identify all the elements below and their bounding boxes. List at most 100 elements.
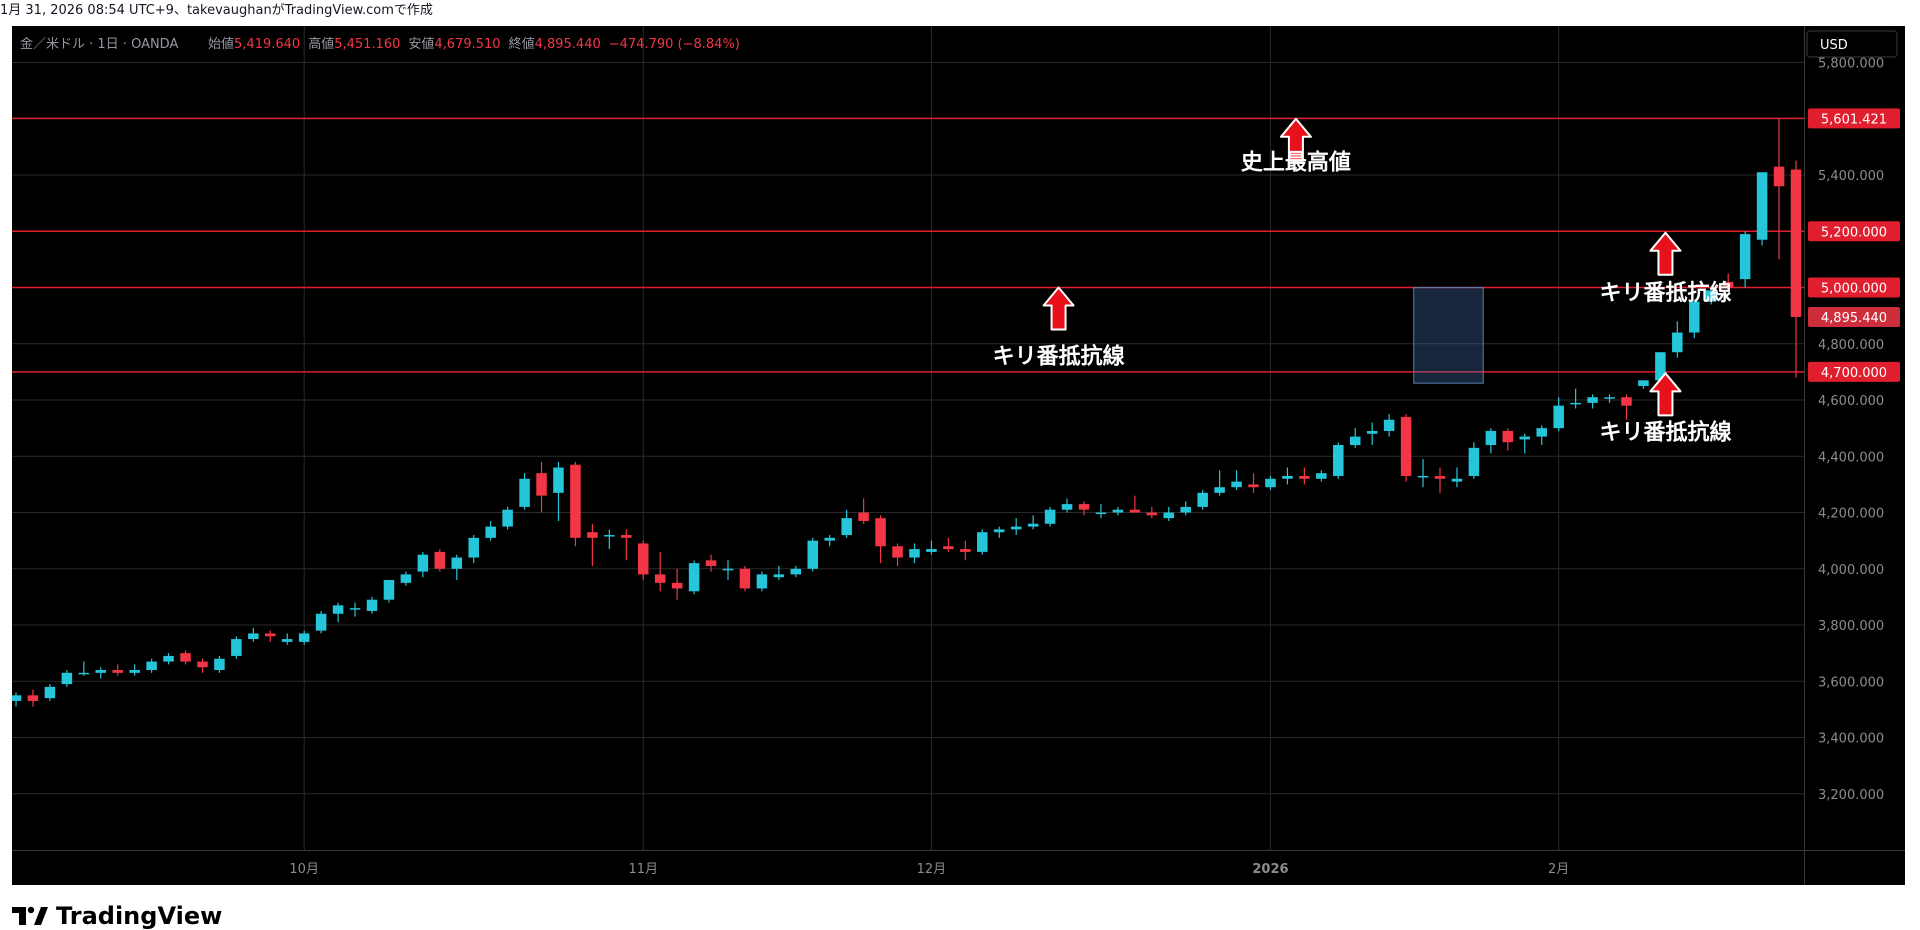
candle-body [875, 518, 886, 547]
candle-body [1400, 416, 1412, 476]
candle [688, 560, 700, 595]
candle-body [1790, 169, 1802, 317]
candle-body [349, 608, 361, 610]
x-tick-label: 11月 [628, 862, 658, 877]
candle [281, 633, 293, 645]
candle [1536, 425, 1547, 446]
candle-body [993, 529, 1005, 533]
candle-body [1536, 428, 1547, 437]
candle-body [12, 695, 22, 701]
candle-body [1095, 512, 1107, 515]
candle-body [705, 560, 717, 566]
candle [977, 529, 988, 555]
up-arrow-icon [1042, 286, 1075, 331]
candle-body [1655, 352, 1666, 381]
candle-body [27, 695, 39, 701]
candle [468, 535, 479, 564]
candle [12, 692, 22, 707]
annotation-label: 史上最高値 [1241, 149, 1351, 175]
candle [1553, 397, 1564, 431]
candle-body [1282, 475, 1293, 479]
candle [1248, 473, 1259, 493]
candle-body [78, 672, 90, 675]
candle [434, 549, 446, 572]
candle [1061, 498, 1073, 513]
candle [621, 529, 632, 561]
annotation: キリ番抵抗線 [1599, 372, 1731, 445]
candle [1095, 504, 1107, 519]
candle [366, 596, 378, 614]
candle-body [1587, 397, 1598, 403]
candle [756, 571, 768, 592]
candle-body [1180, 506, 1191, 513]
candle-body [960, 549, 971, 552]
candle [1333, 442, 1344, 479]
candle [231, 636, 242, 659]
legend-high-value: 5,451.160 [334, 37, 400, 52]
candle-body [858, 512, 869, 521]
candle [1316, 470, 1327, 482]
candle-body [1265, 478, 1276, 488]
candle-body [1231, 481, 1242, 488]
candle [1790, 160, 1802, 378]
currency-button-label[interactable]: USD [1820, 38, 1848, 53]
candle-body [502, 509, 513, 527]
last-price-label: 4,895.440 [1821, 311, 1887, 326]
candle [1163, 506, 1175, 521]
currency-button[interactable]: USD [1806, 30, 1898, 58]
candle-body [1621, 397, 1632, 406]
candle [383, 580, 395, 603]
candle-body [604, 535, 615, 537]
candles-layer [12, 118, 1802, 707]
candle [1570, 388, 1581, 409]
candle-body [129, 670, 140, 673]
candle-body [1672, 332, 1683, 353]
candle [1773, 118, 1785, 260]
candle-body [637, 543, 649, 575]
chart-panel[interactable]: 史上最高値 キリ番抵抗線 キリ番抵抗線 キリ番抵抗線 3,200.000 3,400.0… [12, 26, 1905, 885]
candle-body [1197, 492, 1208, 507]
candle-body [1366, 430, 1378, 434]
candle-body [519, 478, 530, 507]
legend-low-value: 4,679.510 [434, 37, 500, 52]
candle-body [366, 599, 378, 611]
candle [197, 658, 208, 673]
candle-body [197, 661, 208, 668]
candle [349, 602, 361, 617]
candle [1451, 467, 1463, 488]
candle [858, 498, 869, 524]
candle [1502, 428, 1514, 451]
candle [1282, 467, 1293, 485]
y-tick-label: 3,600.000 [1818, 675, 1884, 690]
x-tick-label: 10月 [289, 862, 319, 877]
candle [1112, 506, 1124, 516]
candle-body [1061, 504, 1073, 510]
legend-close-value: 4,895.440 [535, 37, 601, 52]
price-level-label: 4,700.000 [1821, 366, 1887, 381]
candle-body [1417, 475, 1429, 478]
legend-open-label: 始値 [208, 36, 234, 52]
legend-symbol: 金／米ドル · 1日 · OANDA [20, 36, 178, 52]
candle-body [892, 546, 903, 558]
candle-body [417, 554, 429, 572]
y-tick-label: 4,800.000 [1818, 338, 1884, 353]
grid-layer [12, 26, 1804, 850]
candle [1214, 470, 1225, 496]
candle [180, 650, 191, 665]
tradingview-brand: TradingView [56, 902, 223, 930]
candle-body [621, 535, 632, 538]
up-arrow-icon [1649, 231, 1682, 276]
candle [705, 554, 717, 572]
candle [993, 526, 1005, 538]
candle-body [332, 605, 344, 614]
candle-body [61, 672, 73, 685]
candle [1739, 231, 1751, 288]
candle [1027, 515, 1039, 530]
candle-body [1010, 526, 1022, 530]
legend-close-label: 終値 [509, 36, 535, 52]
candle-body [468, 537, 479, 558]
candle-body [298, 633, 310, 642]
price-level-tag [1808, 221, 1900, 242]
candle-body [265, 633, 276, 637]
